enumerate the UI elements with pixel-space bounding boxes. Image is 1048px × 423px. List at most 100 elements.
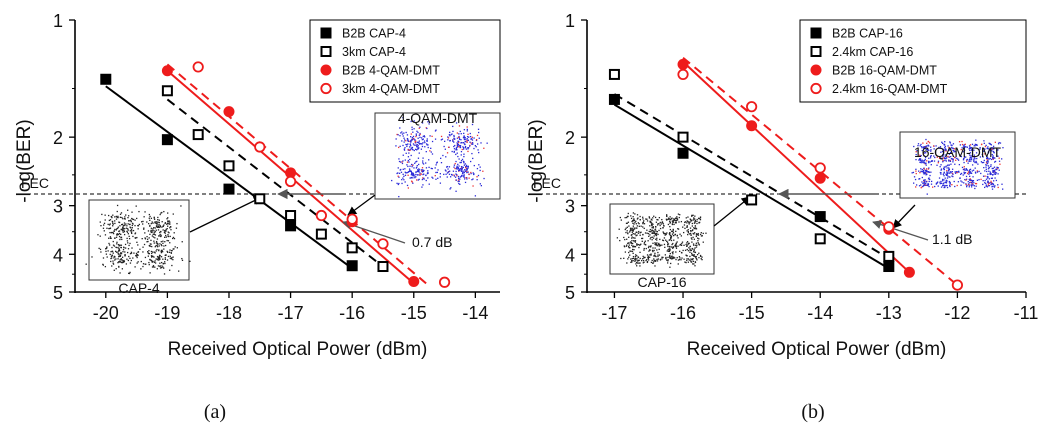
- constellation-dot: [455, 147, 458, 149]
- constellation-dot: [946, 180, 948, 182]
- constellation-dot: [651, 227, 653, 229]
- constellation-dot: [972, 184, 974, 186]
- constellation-dot: [948, 176, 950, 178]
- constellation-dot: [636, 262, 639, 264]
- constellation-dot: [994, 185, 996, 187]
- constellation-dot: [931, 160, 933, 162]
- constellation-dot: [969, 149, 971, 152]
- constellation-dot: [662, 227, 664, 229]
- constellation-dot: [695, 234, 698, 236]
- constellation-dot: [399, 145, 401, 148]
- constellation-dot: [140, 260, 142, 263]
- constellation-dot: [129, 253, 132, 255]
- constellation-dot: [951, 144, 953, 146]
- constellation-dot: [398, 172, 401, 175]
- constellation-dot: [692, 219, 694, 221]
- constellation-dot: [401, 162, 404, 165]
- constellation-dot: [695, 246, 698, 248]
- constellation-dot: [404, 181, 406, 183]
- constellation-dot: [990, 158, 993, 161]
- constellation-dot: [981, 153, 983, 156]
- annotation-text: 0.7 dB: [412, 234, 452, 250]
- constellation-dot: [148, 263, 150, 266]
- constellation-dot: [973, 185, 975, 187]
- constellation-dot: [113, 237, 116, 239]
- data-point-s2: [408, 276, 420, 288]
- constellation-dot: [461, 174, 463, 177]
- constellation-dot: [465, 177, 467, 179]
- constellation-dot: [123, 246, 125, 248]
- constellation-dot: [694, 220, 696, 223]
- constellation-dot: [919, 178, 921, 180]
- constellation-dot: [655, 225, 657, 228]
- constellation-dot: [927, 168, 930, 170]
- constellation-dot: [984, 186, 986, 189]
- legend-marker: [810, 64, 822, 76]
- constellation-dot: [665, 239, 667, 241]
- constellation-dot: [654, 260, 657, 262]
- constellation-dot: [112, 214, 114, 216]
- y-axis-title: -log(BER): [526, 119, 547, 202]
- constellation-dot: [964, 172, 966, 174]
- constellation-dot: [624, 228, 626, 231]
- constellation-dot: [934, 151, 937, 153]
- constellation-dot: [667, 259, 669, 261]
- constellation-dot: [971, 149, 973, 151]
- constellation-dot: [693, 244, 695, 246]
- constellation-dot: [676, 217, 678, 220]
- constellation-dot: [952, 149, 954, 152]
- constellation-dot: [950, 144, 952, 146]
- y-tick-label: 1: [565, 11, 575, 31]
- constellation-dot: [923, 179, 925, 181]
- constellation-dot: [465, 148, 468, 150]
- constellation-dot: [126, 230, 128, 233]
- constellation-dot: [979, 156, 982, 158]
- constellation-dot: [950, 158, 953, 160]
- constellation-dot: [975, 143, 978, 146]
- constellation-dot: [915, 151, 917, 153]
- constellation-dot: [156, 238, 159, 240]
- constellation-dot: [656, 224, 659, 226]
- constellation-dot: [636, 214, 639, 216]
- constellation-dot: [992, 148, 994, 150]
- constellation-dot: [150, 227, 152, 229]
- constellation-dot: [661, 258, 663, 260]
- constellation-dot: [922, 153, 925, 155]
- constellation-dot: [121, 256, 124, 258]
- constellation-dot: [986, 156, 989, 158]
- constellation-dot: [476, 176, 478, 178]
- constellation-dot: [118, 253, 120, 255]
- constellation-dot: [404, 159, 406, 161]
- constellation-dot: [105, 253, 108, 255]
- constellation-dot: [453, 151, 455, 153]
- constellation-dot: [987, 151, 990, 153]
- constellation-dot: [650, 245, 652, 247]
- constellation-dot: [966, 146, 969, 148]
- constellation-dot: [946, 167, 948, 169]
- constellation-dot: [991, 157, 994, 159]
- constellation-dot: [466, 128, 468, 131]
- constellation-dot: [632, 233, 634, 235]
- constellation-dot: [698, 217, 700, 220]
- constellation-dot: [116, 246, 118, 249]
- x-tick-label: -15: [401, 303, 427, 323]
- constellation-dot: [120, 212, 123, 214]
- constellation-dot: [946, 186, 949, 189]
- constellation-dot: [160, 241, 162, 243]
- constellation-dot: [949, 149, 951, 151]
- constellation-dot: [944, 166, 946, 168]
- constellation-dot: [456, 132, 458, 134]
- constellation-dot: [1002, 188, 1004, 190]
- constellation-dot: [967, 171, 970, 173]
- constellation-dot: [629, 231, 631, 233]
- constellation-dot: [120, 258, 123, 260]
- constellation-dot: [470, 171, 472, 174]
- constellation-dot: [457, 143, 460, 146]
- constellation-dot: [419, 133, 421, 136]
- constellation-dot: [927, 148, 929, 150]
- constellation-dot: [664, 246, 666, 249]
- x-tick-label: -11: [1014, 303, 1039, 323]
- constellation-dot: [954, 172, 957, 174]
- constellation-dot: [997, 149, 999, 151]
- constellation-dot: [162, 225, 164, 227]
